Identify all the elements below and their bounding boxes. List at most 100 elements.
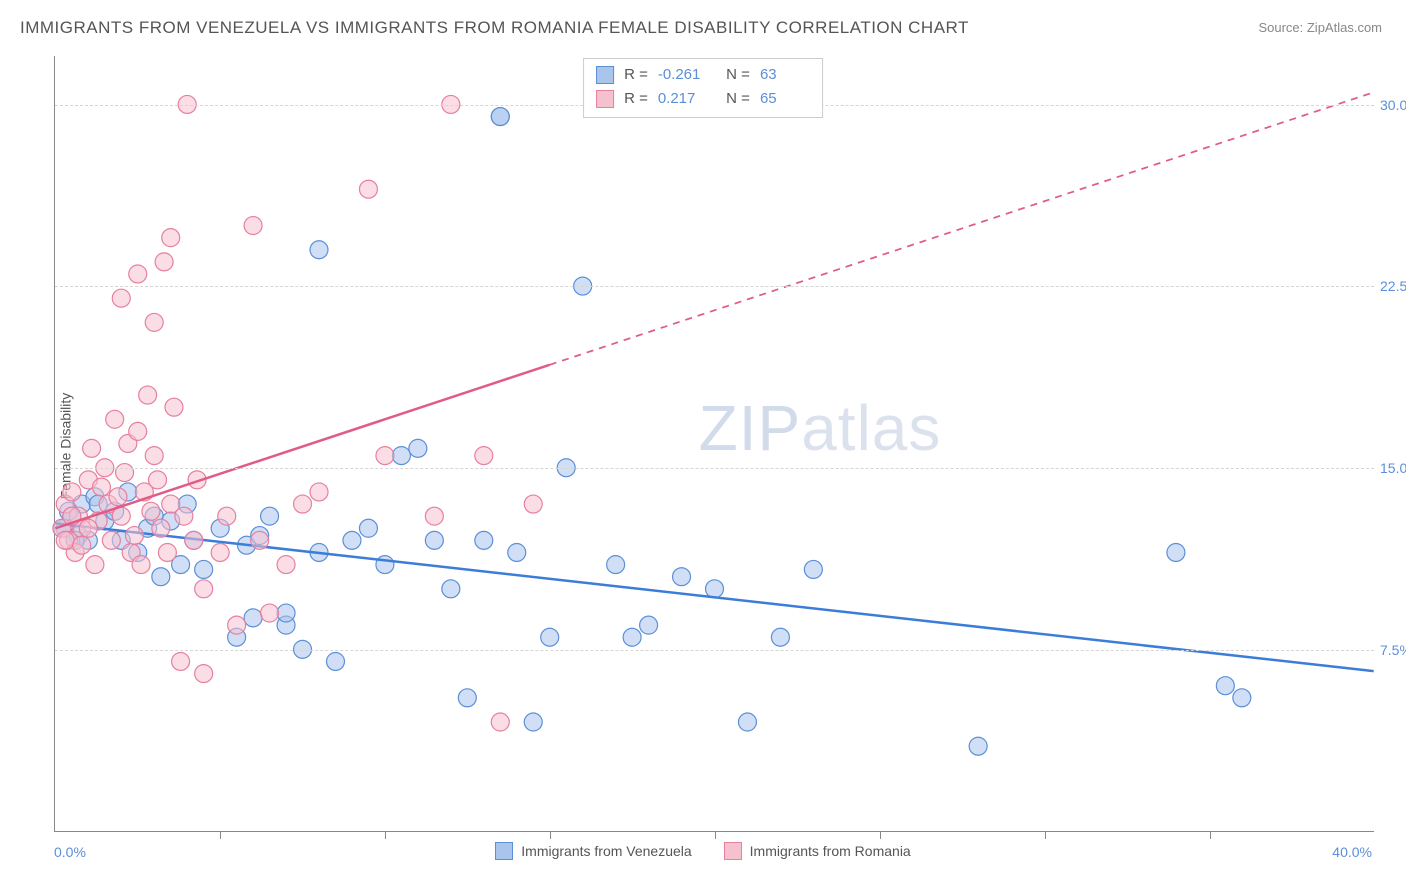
stats-r-value: 0.217	[658, 87, 708, 111]
scatter-point	[491, 108, 509, 126]
scatter-point	[607, 556, 625, 574]
legend-swatch	[724, 842, 742, 860]
scatter-point	[132, 556, 150, 574]
scatter-point	[343, 531, 361, 549]
scatter-point	[125, 527, 143, 545]
scatter-point	[63, 483, 81, 501]
scatter-point	[359, 180, 377, 198]
scatter-point	[442, 580, 460, 598]
scatter-point	[162, 229, 180, 247]
stats-n-value: 63	[760, 63, 810, 87]
scatter-point	[251, 531, 269, 549]
scatter-point	[261, 507, 279, 525]
scatter-point	[392, 447, 410, 465]
scatter-point	[277, 556, 295, 574]
scatter-point	[195, 560, 213, 578]
scatter-point	[172, 652, 190, 670]
scatter-point	[771, 628, 789, 646]
plot-area: ZIPatlas 7.5%15.0%22.5%30.0%	[54, 56, 1374, 832]
scatter-point	[310, 241, 328, 259]
y-tick-label: 30.0%	[1380, 97, 1406, 113]
scatter-point	[165, 398, 183, 416]
chart-container: IMMIGRANTS FROM VENEZUELA VS IMMIGRANTS …	[0, 0, 1406, 892]
gridline-h	[55, 286, 1374, 287]
scatter-point	[149, 471, 167, 489]
stats-r-value: -0.261	[658, 63, 708, 87]
scatter-point	[185, 531, 203, 549]
y-tick-label: 15.0%	[1380, 460, 1406, 476]
scatter-point	[112, 507, 130, 525]
scatter-point	[376, 556, 394, 574]
gridline-h	[55, 468, 1374, 469]
source-attribution: Source: ZipAtlas.com	[1258, 20, 1382, 35]
scatter-point	[1216, 677, 1234, 695]
legend-label: Immigrants from Romania	[750, 843, 911, 859]
gridline-h	[55, 650, 1374, 651]
scatter-point	[83, 439, 101, 457]
scatter-point	[673, 568, 691, 586]
stats-r-label: R =	[624, 63, 648, 87]
scatter-point	[804, 560, 822, 578]
scatter-point	[73, 536, 91, 554]
scatter-point	[491, 713, 509, 731]
scatter-point	[738, 713, 756, 731]
x-tick	[1210, 831, 1211, 839]
scatter-point	[145, 447, 163, 465]
scatter-point	[211, 543, 229, 561]
x-tick	[880, 831, 881, 839]
scatter-point	[129, 422, 147, 440]
scatter-point	[244, 217, 262, 235]
scatter-point	[158, 543, 176, 561]
scatter-point	[145, 313, 163, 331]
stats-n-value: 65	[760, 87, 810, 111]
y-tick-label: 7.5%	[1380, 642, 1406, 658]
scatter-point	[425, 531, 443, 549]
scatter-point	[102, 531, 120, 549]
scatter-point	[218, 507, 236, 525]
scatter-point	[261, 604, 279, 622]
bottom-legend: Immigrants from Venezuela Immigrants from…	[0, 842, 1406, 860]
scatter-point	[359, 519, 377, 537]
scatter-point	[56, 531, 74, 549]
scatter-point	[142, 502, 160, 520]
scatter-point	[175, 507, 193, 525]
scatter-point	[310, 483, 328, 501]
scatter-point	[541, 628, 559, 646]
scatter-point	[195, 580, 213, 598]
legend-item: Immigrants from Romania	[724, 842, 911, 860]
stats-swatch	[596, 90, 614, 108]
scatter-point	[327, 652, 345, 670]
legend-item: Immigrants from Venezuela	[495, 842, 691, 860]
x-tick	[385, 831, 386, 839]
scatter-point	[524, 495, 542, 513]
scatter-point	[425, 507, 443, 525]
y-tick-label: 22.5%	[1380, 278, 1406, 294]
scatter-point	[409, 439, 427, 457]
scatter-point	[129, 265, 147, 283]
x-tick	[715, 831, 716, 839]
scatter-point	[152, 568, 170, 586]
x-tick	[550, 831, 551, 839]
scatter-point	[508, 543, 526, 561]
scatter-point	[294, 495, 312, 513]
scatter-point	[244, 609, 262, 627]
x-tick	[1045, 831, 1046, 839]
stats-n-label: N =	[718, 63, 750, 87]
chart-title: IMMIGRANTS FROM VENEZUELA VS IMMIGRANTS …	[20, 18, 969, 38]
stats-swatch	[596, 66, 614, 84]
scatter-point	[106, 410, 124, 428]
scatter-point	[116, 464, 134, 482]
scatter-point	[112, 289, 130, 307]
scatter-point	[458, 689, 476, 707]
scatter-point	[623, 628, 641, 646]
stats-row: R = -0.261 N = 63	[596, 63, 810, 87]
scatter-point	[475, 531, 493, 549]
scatter-point	[79, 519, 97, 537]
scatter-point	[969, 737, 987, 755]
scatter-point	[1233, 689, 1251, 707]
stats-n-label: N =	[718, 87, 750, 111]
stats-row: R = 0.217 N = 65	[596, 87, 810, 111]
scatter-point	[139, 386, 157, 404]
scatter-point	[1167, 543, 1185, 561]
scatter-plot-svg	[55, 56, 1374, 831]
